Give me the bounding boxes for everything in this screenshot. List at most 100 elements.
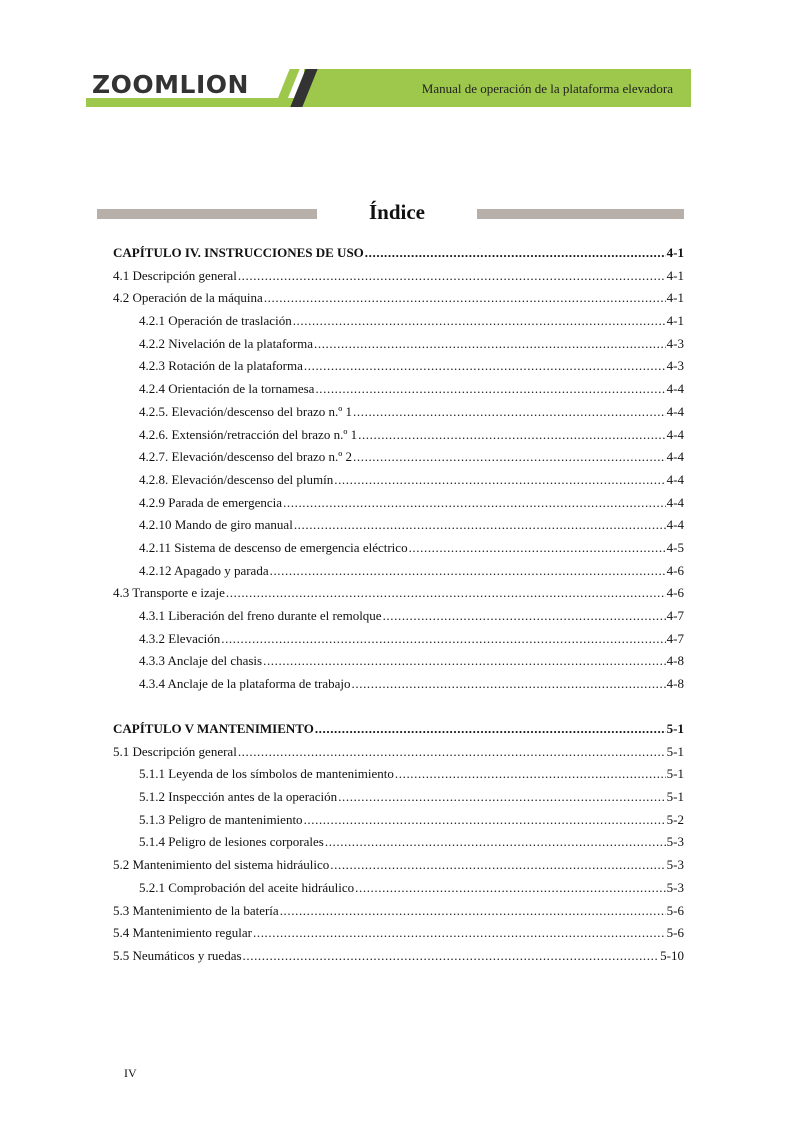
toc-entry[interactable]: 4.2.10 Mando de giro manual 4-4 [113, 514, 684, 537]
toc-entry-page: 4-3 [666, 335, 684, 351]
toc-entry-page: 4-4 [666, 403, 684, 419]
leader-dots [226, 582, 666, 605]
toc-entry-label: 4.2.4 Orientación de la tornamesa [139, 381, 315, 397]
header-title: Manual de operación de la plataforma ele… [421, 81, 673, 96]
toc-entry-page: 4-7 [666, 608, 684, 623]
toc-entry[interactable]: 4.2.2 Nivelación de la plataforma 4-3 [113, 333, 684, 356]
leader-dots [338, 786, 665, 809]
toc-chapter-entry[interactable]: CAPÍTULO V MANTENIMIENTO 5-1 [113, 718, 684, 741]
page-number: IV [124, 1066, 137, 1080]
toc-entry-label: 4.3.3 Anclaje del chasis [139, 653, 263, 669]
toc-entry[interactable]: 4.3.4 Anclaje de la plataforma de trabaj… [113, 673, 684, 696]
toc-entry[interactable]: 5.1.4 Peligro de lesiones corporales 5-3 [113, 831, 684, 854]
toc-entry-label: 4.3.4 Anclaje de la plataforma de trabaj… [139, 676, 351, 692]
toc-entry-page: 5-10 [660, 947, 684, 963]
toc-entry-page: 4-6 [666, 585, 684, 601]
leader-dots [355, 877, 666, 900]
toc-entry[interactable]: 4.2.6. Extensión/retracción del brazo n.… [113, 424, 684, 447]
leader-dots [352, 673, 666, 696]
toc-entry[interactable]: 5.5 Neumáticos y ruedas 5-10 [113, 945, 684, 968]
toc-entry-page: 4-6 [666, 562, 684, 578]
toc-entry[interactable]: 4.2.4 Orientación de la tornamesa 4-4 [113, 378, 684, 401]
toc-entry-page: 5-6 [666, 902, 684, 918]
toc-entry[interactable]: 5.1.1 Leyenda de los símbolos de manteni… [113, 763, 684, 786]
toc-entry[interactable]: 4.2.3 Rotación de la plataforma 4-3 [113, 355, 684, 378]
toc-entry[interactable]: 4.2 Operación de la máquina 4-1 [113, 287, 684, 310]
toc-entry-page: 5-1 [666, 743, 684, 759]
toc-entry[interactable]: 4.2.11 Sistema de descenso de emergencia… [113, 537, 684, 560]
leader-dots [325, 831, 666, 854]
toc-entry[interactable]: 4.2.5. Elevación/descenso del brazo n.º … [113, 401, 684, 424]
toc-entry-page: 5-2 [666, 811, 684, 827]
header-band [304, 69, 691, 107]
toc-entry[interactable]: 5.4 Mantenimiento regular 5-6 [113, 922, 684, 945]
toc-entry-page: 5-1 [666, 721, 684, 736]
toc-entry-label: 4.2.12 Apagado y parada [139, 562, 269, 578]
toc-entry[interactable]: 4.3 Transporte e izaje 4-6 [113, 582, 684, 605]
toc-chapter-entry[interactable]: CAPÍTULO IV. INSTRUCCIONES DE USO 4-1 [113, 242, 684, 265]
toc-entry[interactable]: 4.3.2 Elevación 4-7 [113, 628, 684, 651]
toc-entry[interactable]: 5.1.3 Peligro de mantenimiento 5-2 [113, 809, 684, 832]
leader-dots [358, 424, 666, 447]
toc-entry-page: 4-4 [666, 471, 684, 487]
toc-entry-page: 4-1 [666, 290, 684, 306]
toc-entry-page: 4-5 [666, 539, 684, 555]
leader-dots [264, 287, 666, 310]
toc-entry[interactable]: 4.2.7. Elevación/descenso del brazo n.º … [113, 446, 684, 469]
toc-entry-page: 5-1 [666, 789, 684, 805]
toc-entry[interactable]: 5.1 Descripción general 5-1 [113, 741, 684, 764]
leader-dots [253, 922, 666, 945]
leader-dots [314, 333, 666, 356]
toc-entry-page: 5-1 [666, 766, 684, 782]
title-bar-left [97, 209, 317, 219]
toc-entry[interactable]: 5.3 Mantenimiento de la batería 5-6 [113, 900, 684, 923]
leader-dots [315, 718, 666, 741]
toc-entry-label: 5.1.4 Peligro de lesiones corporales [139, 834, 324, 850]
toc-chapter-4: CAPÍTULO IV. INSTRUCCIONES DE USO4-14.1 … [113, 242, 684, 696]
toc-entry-page: 4-7 [666, 630, 684, 646]
toc-entry-label: 4.2.9 Parada de emergencia [139, 494, 283, 510]
toc-entry-label: CAPÍTULO V MANTENIMIENTO [113, 721, 314, 736]
page-header: ZOOMLION Manual de operación de la plata… [86, 68, 691, 108]
toc-entry[interactable]: 5.2.1 Comprobación del aceite hidráulico… [113, 877, 684, 900]
toc-entry-label: 4.2.5. Elevación/descenso del brazo n.º … [139, 403, 353, 419]
toc-entry[interactable]: 5.2 Mantenimiento del sistema hidráulico… [113, 854, 684, 877]
toc-entry-page: 4-4 [666, 517, 684, 533]
leader-dots [238, 741, 666, 764]
toc-entry[interactable]: 4.3.1 Liberación del freno durante el re… [113, 605, 684, 628]
toc-entry[interactable]: 4.3.3 Anclaje del chasis 4-8 [113, 650, 684, 673]
leader-dots [238, 265, 666, 288]
toc-entry-label: 4.2.2 Nivelación de la plataforma [139, 335, 313, 351]
toc-entry[interactable]: 4.1 Descripción general 4-1 [113, 265, 684, 288]
leader-dots [353, 401, 666, 424]
zoomlion-logo: ZOOMLION [92, 70, 249, 99]
toc-entry-label: 5.1.1 Leyenda de los símbolos de manteni… [139, 766, 394, 782]
toc-entry-page: 5-6 [666, 925, 684, 941]
toc-entry-label: 5.1.3 Peligro de mantenimiento [139, 811, 303, 827]
toc-entry[interactable]: 4.2.12 Apagado y parada 4-6 [113, 560, 684, 583]
toc-entry-label: 5.4 Mantenimiento regular [113, 925, 252, 941]
toc-entry-label: 4.2.7. Elevación/descenso del brazo n.º … [139, 449, 353, 465]
leader-dots [315, 378, 665, 401]
leader-dots [263, 650, 666, 673]
toc-entry-page: 4-3 [666, 358, 684, 374]
toc-entry-label: 4.1 Descripción general [113, 267, 237, 283]
leader-dots [334, 469, 665, 492]
toc-entry-label: 5.2.1 Comprobación del aceite hidráulico [139, 879, 355, 895]
toc-entry[interactable]: 4.2.9 Parada de emergencia 4-4 [113, 492, 684, 515]
toc-entry-page: 4-1 [666, 245, 684, 260]
toc-entry[interactable]: 4.2.1 Operación de traslación 4-1 [113, 310, 684, 333]
toc-entry-label: 4.3 Transporte e izaje [113, 585, 225, 601]
toc-entry-label: 5.5 Neumáticos y ruedas [113, 947, 242, 963]
toc-entry-page: 4-8 [666, 676, 684, 692]
toc-entry[interactable]: 4.2.8. Elevación/descenso del plumín 4-4 [113, 469, 684, 492]
leader-dots [283, 492, 666, 515]
leader-dots [304, 809, 666, 832]
title-row: Índice [97, 200, 684, 226]
toc-entry-label: 5.2 Mantenimiento del sistema hidráulico [113, 857, 330, 873]
toc-entry[interactable]: 5.1.2 Inspección antes de la operación 5-… [113, 786, 684, 809]
leader-dots [293, 310, 666, 333]
toc-entry-label: 4.2.8. Elevación/descenso del plumín [139, 471, 334, 487]
toc-chapter-5: CAPÍTULO V MANTENIMIENTO5-15.1 Descripci… [113, 718, 684, 968]
toc-entry-page: 4-1 [666, 313, 684, 329]
